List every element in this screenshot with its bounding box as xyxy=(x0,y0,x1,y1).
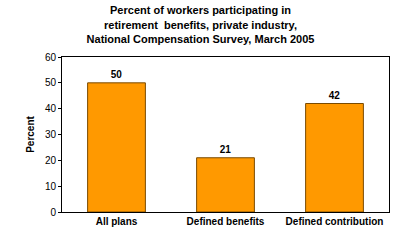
svg-text:50: 50 xyxy=(111,69,123,80)
svg-text:Defined benefits: Defined benefits xyxy=(187,216,265,227)
svg-text:20: 20 xyxy=(45,155,57,166)
svg-text:21: 21 xyxy=(220,144,232,155)
svg-text:All plans: All plans xyxy=(96,216,138,227)
svg-text:Defined contribution: Defined contribution xyxy=(286,216,384,227)
svg-text:0: 0 xyxy=(50,207,56,218)
svg-text:50: 50 xyxy=(45,77,57,88)
svg-text:Percent: Percent xyxy=(25,115,36,152)
svg-text:10: 10 xyxy=(45,181,57,192)
svg-text:30: 30 xyxy=(45,129,57,140)
svg-text:60: 60 xyxy=(45,52,57,63)
svg-text:Percent of workers participati: Percent of workers participating inretir… xyxy=(87,4,315,45)
svg-text:40: 40 xyxy=(45,103,57,114)
svg-text:42: 42 xyxy=(329,90,341,101)
